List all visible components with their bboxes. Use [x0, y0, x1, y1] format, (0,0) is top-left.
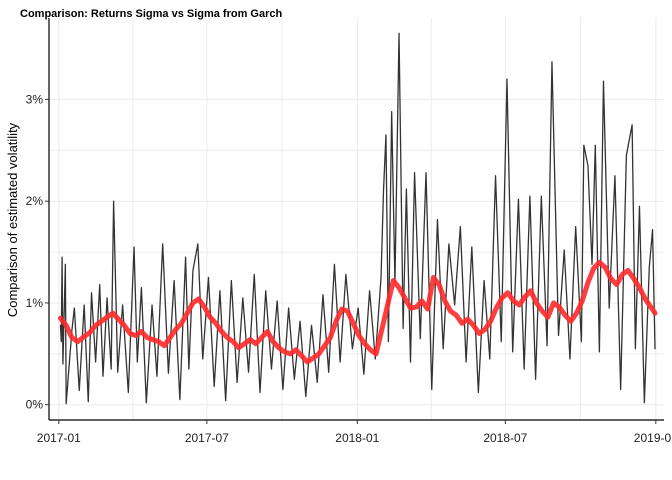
x-tick-label: 2017-07 [185, 431, 229, 445]
x-tick-label: 2017-01 [37, 431, 81, 445]
chart-title: Comparison: Returns Sigma vs Sigma from … [20, 8, 283, 20]
x-tick-label: 2019-01 [634, 431, 672, 445]
grid-layer [49, 18, 664, 420]
y-axis-title: Comparison of estimated volatility [5, 122, 20, 317]
y-tick-label: 0% [26, 398, 44, 412]
garch-sigma-line [57, 259, 658, 365]
axes-layer [48, 18, 664, 421]
y-tick-label: 1% [26, 296, 44, 310]
series-layer [57, 32, 658, 405]
y-tick-label: 2% [26, 194, 44, 208]
returns-sigma-line [59, 32, 656, 405]
x-tick-label: 2018-01 [335, 431, 379, 445]
y-tick-label: 3% [26, 92, 44, 106]
x-tick-label: 2018-07 [483, 431, 527, 445]
tick-layer: 0% 1% 2% 3% 2017-01 2017-07 2018-01 2018-07 2019… [26, 92, 672, 445]
